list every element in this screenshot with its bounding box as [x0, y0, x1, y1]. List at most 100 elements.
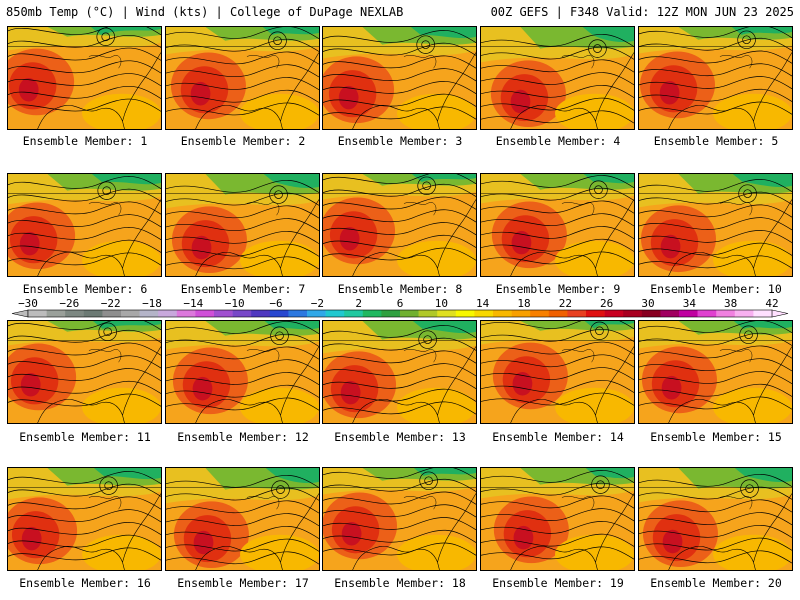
colorbar-swatch: [46, 310, 66, 317]
ensemble-member-label: Ensemble Member: 14: [492, 430, 624, 444]
colorbar-swatch: [493, 310, 512, 317]
ensemble-member-label: Ensemble Member: 19: [492, 576, 624, 590]
temperature-wind-field: [323, 321, 476, 423]
temperature-wind-field: [166, 27, 319, 129]
temperature-wind-field: [639, 174, 792, 276]
temperature-wind-field: [639, 321, 792, 423]
colorbar-swatch: [307, 310, 326, 317]
colorbar-swatch: [139, 310, 159, 317]
colorbar-swatch: [753, 310, 773, 317]
ensemble-member-map: [322, 26, 477, 130]
ensemble-member-map: [7, 173, 162, 277]
colorbar-tick-label: 10: [435, 298, 448, 310]
colorbar-swatch: [28, 310, 47, 317]
colorbar-tick-label: 6: [397, 298, 404, 310]
colorbar-tick-label: 30: [641, 298, 654, 310]
colorbar-low-arrow: [11, 309, 29, 318]
temperature-colorbar: −30 −26 −22 −18 −14 −10 −6 −2 2 6 10 14 18 22 26 30 34 38…: [10, 298, 790, 320]
colorbar-swatch: [158, 310, 178, 317]
temperature-wind-field: [323, 174, 476, 276]
ensemble-member-map: [638, 26, 793, 130]
colorbar-swatch: [195, 310, 215, 317]
temperature-wind-field: [639, 468, 792, 570]
ensemble-member-label: Ensemble Member: 16: [19, 576, 151, 590]
colorbar-swatch: [121, 310, 140, 317]
colorbar-swatch: [437, 310, 457, 317]
colorbar-swatch: [530, 310, 550, 317]
ensemble-member-label: Ensemble Member: 2: [180, 134, 306, 148]
colorbar-swatch: [362, 310, 382, 317]
ensemble-member-label: Ensemble Member: 6: [22, 282, 148, 296]
temperature-wind-field: [481, 468, 634, 570]
ensemble-member-map: [480, 26, 635, 130]
colorbar-tick-label: 26: [600, 298, 613, 310]
ensemble-member-map: [165, 173, 320, 277]
ensemble-member-label: Ensemble Member: 11: [19, 430, 151, 444]
colorbar-swatch: [679, 310, 698, 317]
temperature-wind-field: [166, 468, 319, 570]
colorbar-tick-label: 38: [724, 298, 737, 310]
ensemble-member-label: Ensemble Member: 5: [653, 134, 779, 148]
colorbar-swatch: [567, 310, 587, 317]
colorbar-swatch: [418, 310, 438, 317]
colorbar-swatch: [214, 310, 233, 317]
ensemble-member-label: Ensemble Member: 17: [177, 576, 309, 590]
colorbar-tick-label: 14: [476, 298, 490, 310]
colorbar-tick-label: 34: [683, 298, 697, 310]
ensemble-member-label: Ensemble Member: 4: [495, 134, 621, 148]
temperature-wind-field: [166, 174, 319, 276]
temperature-wind-field: [323, 468, 476, 570]
colorbar-swatch: [623, 310, 643, 317]
ensemble-member-map: [638, 467, 793, 571]
temperature-wind-field: [481, 321, 634, 423]
ensemble-member-map: [322, 320, 477, 424]
ensemble-member-label: Ensemble Member: 10: [650, 282, 782, 296]
colorbar-tick-label: −30: [18, 298, 38, 310]
ensemble-member-map: [480, 320, 635, 424]
colorbar-swatch: [288, 310, 308, 317]
colorbar-swatch: [400, 310, 419, 317]
colorbar-swatch: [102, 310, 122, 317]
colorbar-swatch: [697, 310, 717, 317]
ensemble-member-label: Ensemble Member: 7: [180, 282, 306, 296]
colorbar-tick-label: −2: [311, 298, 324, 310]
ensemble-member-label: Ensemble Member: 8: [337, 282, 463, 296]
colorbar-tick-label: 42: [765, 298, 778, 310]
ensemble-member-label: Ensemble Member: 12: [177, 430, 309, 444]
temperature-wind-field: [166, 321, 319, 423]
colorbar-swatch: [734, 310, 754, 317]
colorbar-swatch: [83, 310, 103, 317]
colorbar-swatch: [176, 310, 196, 317]
temperature-wind-field: [8, 27, 161, 129]
colorbar-swatch: [716, 310, 736, 317]
ensemble-member-map: [322, 173, 477, 277]
ensemble-member-label: Ensemble Member: 20: [650, 576, 782, 590]
ensemble-member-label: Ensemble Member: 1: [22, 134, 148, 148]
ensemble-member-label: Ensemble Member: 3: [337, 134, 463, 148]
ensemble-member-label: Ensemble Member: 18: [334, 576, 466, 590]
colorbar-swatch: [344, 310, 364, 317]
colorbar-swatch: [641, 310, 661, 317]
colorbar-swatch: [269, 310, 289, 317]
ensemble-member-label: Ensemble Member: 13: [334, 430, 466, 444]
colorbar-swatch: [511, 310, 531, 317]
ensemble-member-label: Ensemble Member: 9: [495, 282, 621, 296]
temperature-wind-field: [639, 27, 792, 129]
colorbar-tick-label: 22: [559, 298, 572, 310]
ensemble-member-map: [7, 320, 162, 424]
ensemble-member-map: [480, 173, 635, 277]
colorbar-swatch: [474, 310, 494, 317]
colorbar-high-arrow: [771, 309, 789, 318]
ensemble-member-label: Ensemble Member: 15: [650, 430, 782, 444]
colorbar-swatch: [455, 310, 475, 317]
temperature-wind-field: [323, 27, 476, 129]
colorbar-swatch: [548, 310, 568, 317]
map-title: 850mb Temp (°C) | Wind (kts) | College o…: [6, 5, 404, 19]
temperature-wind-field: [8, 174, 161, 276]
colorbar-swatch: [325, 310, 345, 317]
colorbar-tick-label: −10: [225, 298, 245, 310]
colorbar-tick-label: −18: [142, 298, 162, 310]
ensemble-member-map: [322, 467, 477, 571]
colorbar-tick-label: −22: [101, 298, 121, 310]
colorbar-swatch: [251, 310, 271, 317]
